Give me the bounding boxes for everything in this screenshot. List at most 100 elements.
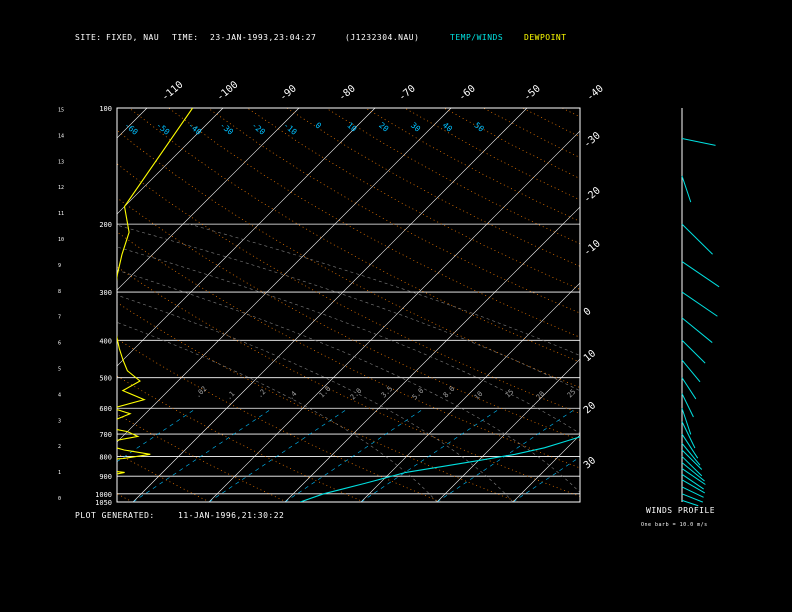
isotherm-right-label: -20 (582, 185, 603, 205)
mixing-ratio-label: 2.0 (349, 387, 364, 402)
mixing-ratio-line (436, 407, 577, 502)
wind-barb (681, 317, 713, 343)
mixing-ratio-label: 3.5 (380, 385, 395, 400)
moist-adiabat (189, 223, 580, 356)
km-tick-label: 3 (58, 418, 61, 424)
isobar-label: 100 (99, 105, 112, 113)
dry-adiabat (719, 108, 792, 502)
wind-barb (681, 468, 706, 485)
isobar-label: 200 (99, 221, 112, 229)
moist-adiabat (117, 269, 580, 493)
moist-adiabat (117, 246, 580, 434)
adiabat-label: -10 (282, 121, 299, 137)
km-tick-label: 13 (58, 159, 64, 165)
generated-label: PLOT GENERATED: (75, 511, 155, 520)
moist-adiabat (117, 224, 580, 392)
time-value: 23-JAN-1993,23:04:27 (210, 33, 317, 42)
dry-adiabat (117, 129, 580, 388)
adiabat-label: 50 (473, 121, 486, 134)
isotherm-line (117, 108, 148, 139)
dry-adiabat (680, 108, 792, 502)
mixing-ratio-label: 8.0 (442, 385, 457, 400)
km-tick-label: 11 (58, 211, 64, 217)
adiabat-label: -50 (155, 121, 172, 137)
dry-adiabat (404, 108, 580, 201)
isotherm-top-label: -90 (278, 83, 299, 103)
km-tick-label: 10 (58, 237, 64, 243)
isotherm-line (117, 108, 300, 291)
dry-adiabat (117, 163, 580, 414)
wind-barb (681, 456, 703, 477)
mixing-ratio-label: .02 (194, 385, 209, 400)
dry-adiabat (0, 108, 56, 502)
mixing-ratio-label: 5.0 (411, 387, 426, 402)
wind-barb (681, 486, 704, 498)
isotherm-line (360, 282, 580, 502)
km-tick-label: 9 (58, 263, 61, 269)
isotherm-line (132, 108, 528, 502)
temperature-line (300, 436, 580, 502)
dry-adiabat (483, 108, 580, 158)
km-tick-label: 2 (58, 444, 61, 450)
mixing-ratio-label: 25 (566, 388, 578, 400)
mixing-ratio-label: 20 (535, 390, 547, 402)
isotherm-line (512, 434, 580, 502)
dry-adiabat (117, 266, 580, 497)
dry-adiabat (117, 493, 133, 502)
time-label: TIME: (172, 33, 199, 42)
adiabat-label: -60 (123, 121, 140, 137)
wind-barb (681, 377, 697, 400)
dry-adiabat (286, 108, 580, 267)
isotherm-line (436, 358, 580, 502)
wind-barb (681, 408, 692, 435)
isotherm-line (284, 206, 580, 502)
adiabat-label: 10 (345, 121, 358, 134)
isobar-label: 700 (99, 431, 112, 439)
mixing-ratio-line (589, 408, 728, 502)
isotherm-top-label: -100 (215, 79, 241, 103)
isotherm-top-label: -110 (160, 79, 186, 103)
axis-labels: 10020030040050060070080090010001050-110-… (58, 79, 606, 507)
isotherm-right-label: 20 (582, 400, 598, 416)
dry-adiabat (117, 302, 519, 502)
isotherm-top-label: -70 (397, 83, 418, 103)
isotherm-line (589, 108, 792, 502)
adiabat-label: -20 (250, 121, 267, 137)
wind-barb (681, 462, 705, 482)
wind-barb (681, 393, 694, 418)
wind-barb (681, 261, 720, 288)
isotherm-right-label: -30 (582, 130, 603, 150)
grid-layer (0, 108, 792, 502)
dewpoint-line (117, 108, 194, 475)
wind-barb (681, 473, 704, 490)
legend-temp: TEMP/WINDS (450, 33, 504, 42)
wind-barb (681, 493, 703, 503)
generated-value: 11-JAN-1996,21:30:22 (178, 511, 285, 520)
isotherm-right-label: 0 (582, 306, 594, 318)
adiabat-label: -40 (186, 121, 203, 137)
dry-adiabat (522, 108, 580, 138)
isotherm-line (117, 108, 224, 215)
dry-adiabat (117, 452, 210, 502)
isobar-label: 400 (99, 337, 112, 345)
km-tick-label: 5 (58, 367, 61, 373)
isobar-label: 1000 (95, 491, 112, 499)
dry-adiabat (247, 108, 580, 290)
dry-adiabat (365, 108, 580, 222)
dry-adiabat (117, 231, 580, 469)
wind-barb (681, 433, 699, 459)
wind-barb (681, 291, 718, 317)
mixing-ratio-line (360, 407, 501, 502)
km-tick-label: 15 (58, 108, 64, 114)
adiabat-label: 0 (314, 121, 324, 131)
isobar-label: 900 (99, 473, 112, 481)
file-id: (J1232304.NAU) (345, 33, 420, 42)
mixing-ratio-label: 15 (504, 388, 516, 400)
adiabat-label: 30 (409, 121, 422, 134)
series-layer (117, 108, 580, 502)
dry-adiabat (117, 375, 364, 502)
wind-barb (681, 479, 706, 494)
isotherm-right-label: 30 (582, 455, 598, 471)
mixing-ratio-label: 1.0 (318, 385, 333, 400)
